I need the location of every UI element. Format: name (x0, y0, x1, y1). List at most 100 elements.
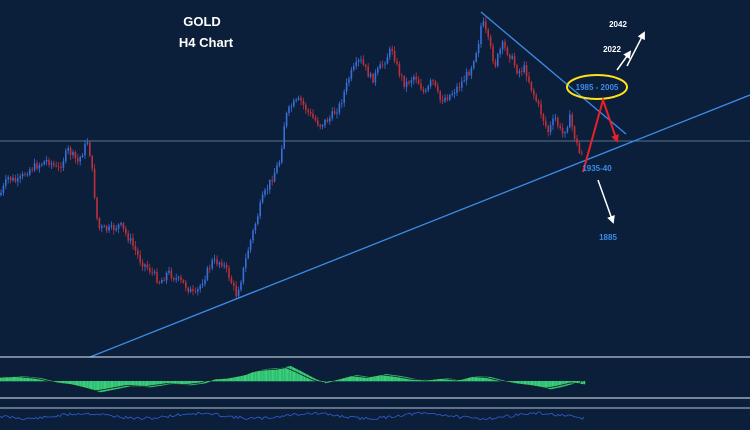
histogram-bar (343, 378, 345, 382)
histogram-bar (422, 379, 425, 382)
histogram-bar (98, 381, 100, 392)
candle-body (89, 142, 91, 157)
histogram-bar (156, 381, 159, 387)
candle-body (74, 152, 77, 159)
candle-body (427, 86, 429, 91)
candle-body (122, 223, 125, 229)
candle-body (513, 56, 516, 66)
histogram-bar (428, 379, 430, 382)
histogram-bar (488, 376, 490, 382)
candle-body (185, 282, 187, 288)
histogram-bar (77, 381, 79, 386)
candle-body (374, 72, 377, 83)
candle-body (62, 161, 65, 168)
histogram-bar (513, 381, 516, 384)
histogram-bar (26, 376, 28, 382)
candle-body (497, 53, 499, 66)
histogram-bar (462, 379, 464, 382)
candle-body (149, 267, 151, 272)
candle-body (343, 91, 345, 103)
candle-body (535, 95, 537, 102)
candle-body (175, 278, 177, 280)
histogram-bar (54, 381, 56, 382)
candle-body (144, 264, 146, 267)
histogram-bar (57, 381, 59, 383)
histogram-bar (35, 377, 37, 382)
candle-body (571, 114, 573, 127)
candle-body (297, 97, 300, 100)
histogram-bar (186, 381, 188, 386)
histogram-bar (452, 378, 454, 382)
candle-body (413, 76, 415, 81)
candle-body (170, 270, 173, 279)
candle-body (381, 64, 384, 66)
histogram-bar (481, 376, 483, 382)
histogram-bar (119, 381, 121, 389)
histogram-bar (264, 369, 266, 382)
histogram-bar (162, 381, 164, 386)
candle-body (365, 64, 367, 67)
histogram-bar (190, 381, 192, 386)
histogram-bar (565, 381, 567, 386)
histogram-bar (222, 378, 224, 382)
histogram-bar (557, 381, 559, 388)
histogram-bar (380, 374, 383, 382)
candle-body (189, 288, 192, 292)
histogram-bar (23, 376, 26, 382)
candle-body (511, 56, 513, 59)
histogram-bar (456, 379, 458, 382)
candle-body (525, 65, 528, 77)
histogram-bar (28, 376, 30, 382)
candle-body (468, 71, 470, 76)
histogram-bar (518, 381, 520, 384)
histogram-bar (373, 376, 376, 382)
candle-body (449, 94, 451, 100)
candle-body (9, 177, 12, 181)
histogram-bar (540, 381, 542, 388)
histogram-bar (305, 373, 307, 382)
histogram-bar (296, 369, 299, 382)
candle-body (225, 265, 228, 269)
histogram-bar (512, 381, 514, 383)
histogram-bar (519, 381, 521, 385)
histogram-bar (376, 375, 378, 382)
histogram-bar (137, 381, 139, 387)
histogram-bar (37, 377, 40, 382)
histogram-bar (320, 381, 322, 382)
candle-body (573, 126, 576, 139)
histogram-bar (67, 381, 69, 385)
histogram-bar (338, 379, 341, 382)
candle-body (521, 71, 523, 73)
histogram-bar (72, 381, 75, 386)
candle-body (53, 163, 55, 166)
candle-body (158, 282, 161, 284)
candle-body (26, 174, 29, 176)
histogram-bar (141, 381, 143, 387)
histogram-bar (233, 377, 236, 382)
histogram-bar (480, 376, 482, 382)
histogram-bar (151, 381, 153, 388)
histogram-bar (506, 381, 509, 382)
histogram-bar (170, 381, 173, 385)
candle-body (324, 119, 326, 126)
histogram-bar (415, 379, 418, 382)
histogram-bar (470, 377, 472, 382)
candle-body (173, 278, 175, 280)
candle-body (161, 279, 163, 283)
candle-body (168, 270, 170, 273)
histogram-bar (7, 376, 9, 382)
histogram-bar (491, 377, 493, 382)
candle-body (0, 192, 2, 195)
candle-body (69, 147, 72, 156)
histogram-bar (533, 381, 535, 387)
histogram-bar (89, 381, 91, 390)
histogram-bar (564, 381, 566, 387)
candle-body (489, 36, 492, 47)
candle-body (415, 76, 417, 80)
histogram-bar (126, 381, 128, 388)
histogram-bar (105, 381, 107, 392)
histogram-bar (259, 370, 261, 382)
histogram-bar (120, 381, 122, 389)
candle-body (319, 125, 321, 127)
